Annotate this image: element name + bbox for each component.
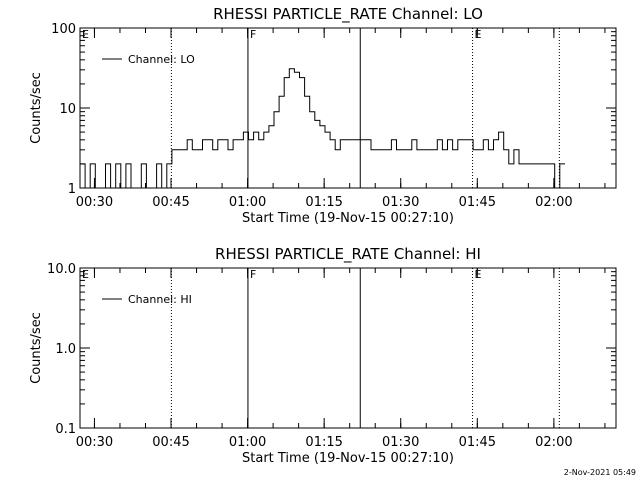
event-marker-letter: F [250, 268, 256, 281]
legend-label: Channel: HI [128, 293, 192, 306]
x-tick-label: 01:15 [305, 195, 342, 210]
x-tick-label: 00:45 [152, 195, 189, 210]
y-tick-label: 10.0 [47, 262, 76, 277]
corner-marker-letter: E [82, 268, 89, 281]
series-line [80, 68, 565, 189]
event-marker-letter: F [250, 28, 256, 41]
corner-marker-letter: E [82, 28, 89, 41]
x-tick-label: 01:30 [382, 195, 419, 210]
x-tick-label: 01:00 [229, 195, 266, 210]
x-axis-label: Start Time (19-Nov-15 00:27:10) [242, 451, 454, 466]
chart-title: RHESSI PARTICLE_RATE Channel: LO [213, 5, 483, 24]
x-tick-label: 01:15 [305, 435, 342, 450]
panel-hi-channel: RHESSI PARTICLE_RATE Channel: HI Counts/s… [29, 245, 617, 466]
y-tick-label: 100 [51, 22, 76, 37]
x-tick-label: 00:45 [152, 435, 189, 450]
x-axis-label: Start Time (19-Nov-15 00:27:10) [242, 211, 454, 226]
y-tick-label: 1 [68, 182, 76, 197]
plot-frame [79, 27, 617, 189]
y-tick-label: 10 [59, 102, 76, 117]
x-tick-label: 02:00 [535, 195, 572, 210]
footer-timestamp: 2-Nov-2021 05:49 [564, 468, 636, 477]
panel-lo-channel: RHESSI PARTICLE_RATE Channel: LO Counts/s… [29, 5, 617, 226]
event-marker-letter: E [475, 28, 482, 41]
chart-title: RHESSI PARTICLE_RATE Channel: HI [215, 245, 481, 264]
y-tick-label: 0.1 [55, 422, 76, 437]
x-tick-label: 00:30 [76, 435, 113, 450]
x-tick-label: 01:45 [459, 195, 496, 210]
x-tick-label: 02:00 [535, 435, 572, 450]
plot-frame [79, 267, 617, 429]
legend-label: Channel: LO [128, 53, 195, 66]
y-axis-label: Counts/sec [29, 312, 44, 384]
y-tick-label: 1.0 [55, 342, 76, 357]
x-tick-label: 00:30 [76, 195, 113, 210]
x-tick-label: 01:45 [459, 435, 496, 450]
event-marker-letter: E [475, 268, 482, 281]
x-tick-label: 01:30 [382, 435, 419, 450]
y-axis-label: Counts/sec [29, 72, 44, 144]
x-tick-label: 01:00 [229, 435, 266, 450]
